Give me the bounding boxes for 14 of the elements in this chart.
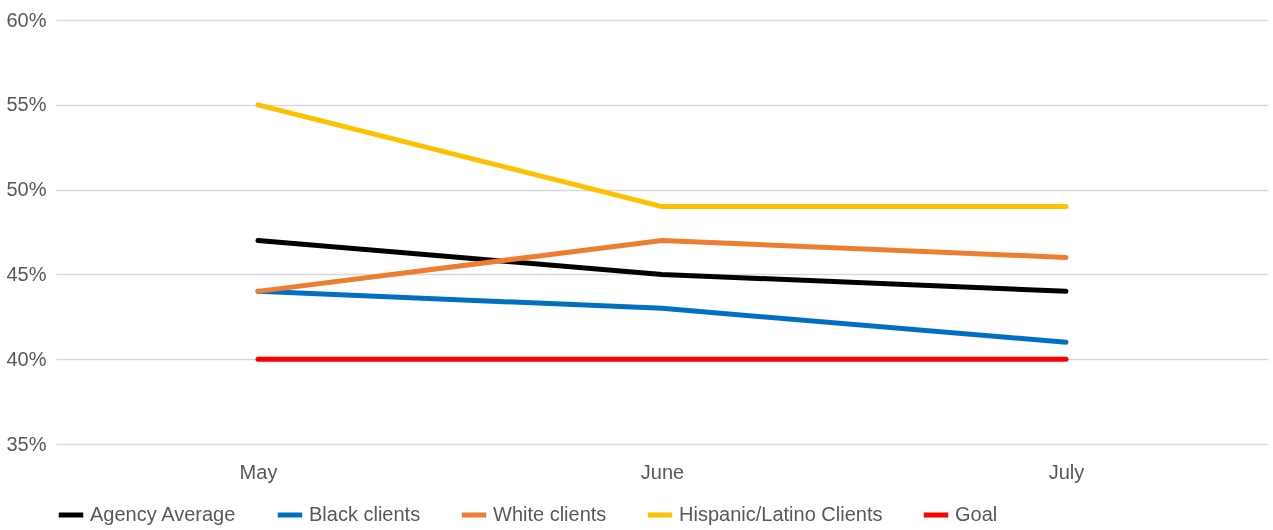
legend-label: Hispanic/Latino Clients bbox=[679, 503, 883, 525]
y-tick-label: 55% bbox=[6, 93, 47, 116]
legend-label: Agency Average bbox=[90, 503, 236, 525]
y-tick-label: 40% bbox=[6, 347, 47, 370]
legend-label: Black clients bbox=[309, 503, 421, 525]
y-tick-label: 60% bbox=[6, 8, 47, 31]
x-tick-label: June bbox=[640, 460, 685, 483]
legend-label: White clients bbox=[493, 503, 607, 525]
legend-label: Goal bbox=[955, 503, 998, 525]
y-tick-label: 50% bbox=[6, 178, 47, 201]
y-tick-label: 45% bbox=[6, 262, 47, 285]
x-tick-label: May bbox=[239, 460, 278, 483]
x-tick-label: July bbox=[1048, 460, 1085, 483]
y-tick-label: 35% bbox=[6, 432, 47, 455]
